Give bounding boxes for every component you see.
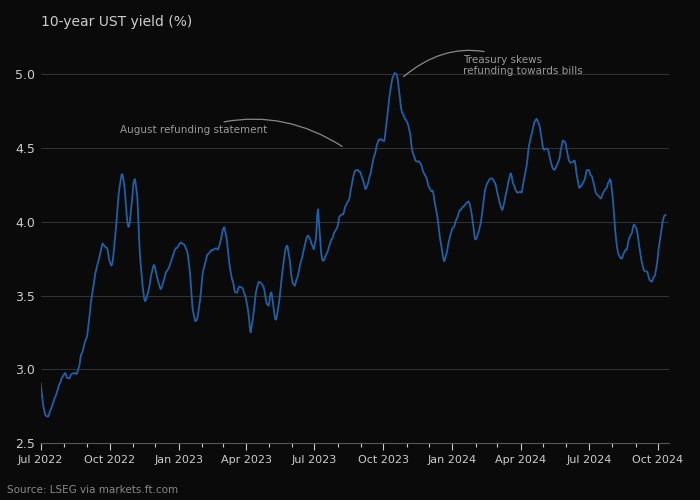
Text: Treasury skews
refunding towards bills: Treasury skews refunding towards bills [403,50,582,76]
Text: Source: LSEG via markets.ft.com: Source: LSEG via markets.ft.com [7,485,178,495]
Text: August refunding statement: August refunding statement [120,119,342,146]
Text: 10-year UST yield (%): 10-year UST yield (%) [41,15,192,29]
